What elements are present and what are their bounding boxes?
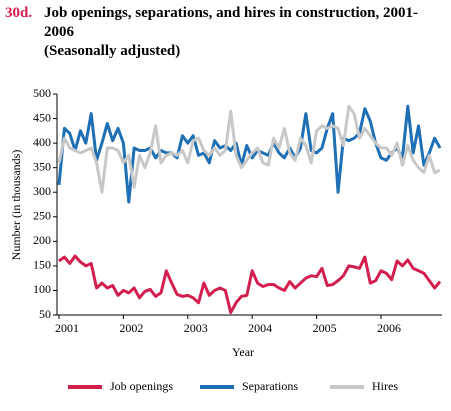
y-tick-label: 500 [33, 86, 51, 100]
x-axis-label: Year [232, 345, 254, 359]
y-tick-label: 350 [33, 159, 51, 173]
legend-label: Separations [242, 379, 298, 393]
series-line [57, 104, 441, 194]
figure-label: 30d. [5, 5, 33, 21]
y-tick-label: 300 [33, 184, 51, 198]
y-tick-label: 200 [33, 233, 51, 247]
y-tick-label: 450 [33, 110, 51, 124]
legend-label: Hires [372, 379, 398, 393]
chart-subtitle: (Seasonally adjusted) [44, 43, 181, 59]
x-tick-label: 2002 [119, 321, 143, 335]
y-tick-label: 100 [33, 282, 51, 296]
y-tick-label: 150 [33, 258, 51, 272]
x-tick-label: 2005 [313, 321, 337, 335]
chart-title: Job openings, separations, and hires in … [44, 5, 418, 40]
series-line [58, 254, 442, 315]
x-tick-label: 2004 [248, 321, 272, 335]
y-tick-label: 400 [33, 135, 51, 149]
y-axis-label: Number (in thousands) [9, 150, 23, 261]
x-tick-label: 2003 [184, 321, 208, 335]
y-tick-label: 250 [33, 209, 51, 223]
x-tick-label: 2001 [55, 321, 79, 335]
y-tick-label: 50 [39, 307, 51, 321]
legend-label: Job openings [110, 379, 173, 393]
x-tick-label: 2006 [377, 321, 401, 335]
